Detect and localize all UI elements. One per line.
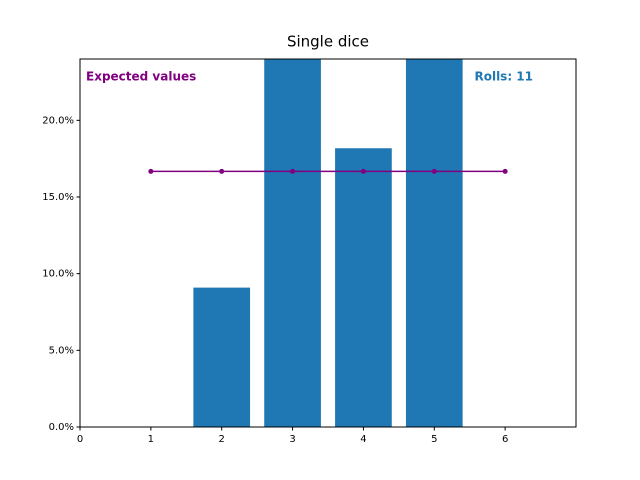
plot-area: Expected values Rolls: 11 (86, 59, 533, 427)
bar (335, 148, 392, 427)
bar (264, 59, 321, 427)
x-tick-label: 3 (289, 434, 295, 445)
expected-point (148, 168, 154, 174)
axes-frame (79, 58, 577, 428)
expected-point (219, 168, 225, 174)
annotation: Rolls: 11 (474, 70, 533, 84)
x-tick-label: 6 (502, 434, 508, 445)
x-tick-label: 1 (148, 434, 154, 445)
bar (405, 59, 463, 427)
annotation: Expected values (86, 70, 196, 84)
x-tick-label: 0 (77, 434, 83, 445)
y-tick-label: 15.0% (42, 192, 74, 203)
x-tick-label: 4 (360, 434, 366, 445)
y-tick-label: 0.0% (49, 422, 74, 433)
y-tick-label: 20.0% (42, 115, 74, 126)
chart-title: Single dice (287, 33, 369, 51)
expected-point (290, 168, 296, 174)
bar (193, 287, 251, 427)
expected-point (431, 168, 437, 174)
x-tick-label: 5 (431, 434, 437, 445)
expected-point (360, 168, 366, 174)
y-tick-label: 5.0% (49, 345, 74, 356)
expected-point (502, 168, 508, 174)
y-tick-label: 10.0% (42, 269, 74, 280)
x-tick-label: 2 (219, 434, 225, 445)
